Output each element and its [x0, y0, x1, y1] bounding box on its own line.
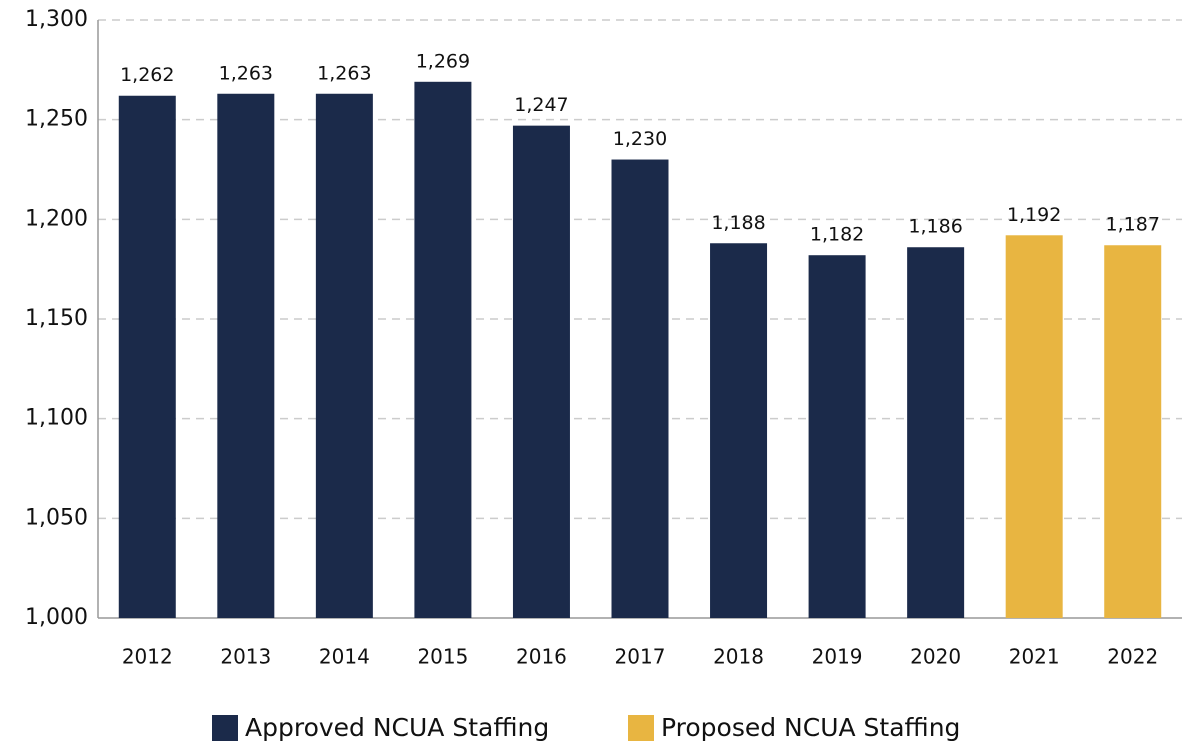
bar [611, 159, 669, 619]
x-tick-label: 2016 [516, 645, 567, 669]
bar [1005, 235, 1063, 618]
x-tick-label: 2021 [1009, 645, 1060, 669]
x-tick-label: 2017 [615, 645, 666, 669]
x-tick-label: 2014 [319, 645, 370, 669]
y-tick-label: 1,200 [25, 206, 88, 231]
x-tick-label: 2020 [910, 645, 961, 669]
data-label: 1,182 [810, 224, 864, 246]
y-tick-label: 1,300 [25, 7, 88, 32]
data-label: 1,187 [1106, 214, 1160, 236]
bar [512, 125, 570, 618]
legend-label: Proposed NCUA Staffing [661, 713, 960, 742]
x-tick-label: 2012 [122, 645, 173, 669]
x-tick-label: 2015 [417, 645, 468, 669]
y-tick-label: 1,000 [25, 605, 88, 630]
x-tick-label: 2019 [812, 645, 863, 669]
data-label: 1,230 [613, 128, 667, 150]
x-tick-label: 2022 [1107, 645, 1158, 669]
bar [414, 81, 472, 618]
data-label: 1,263 [317, 62, 371, 84]
bar [1104, 245, 1162, 618]
bar [710, 243, 768, 618]
bar [808, 255, 866, 619]
legend-swatch [212, 715, 238, 741]
y-tick-label: 1,150 [25, 306, 88, 331]
data-label: 1,269 [416, 50, 470, 72]
y-tick-label: 1,100 [25, 406, 88, 431]
legend-label: Approved NCUA Staffing [245, 713, 549, 742]
data-label: 1,192 [1007, 204, 1061, 226]
data-label: 1,247 [514, 94, 568, 116]
y-tick-label: 1,050 [25, 505, 88, 530]
bar [907, 247, 965, 619]
data-label: 1,186 [908, 216, 962, 238]
bar [315, 93, 373, 618]
bar [217, 93, 275, 618]
y-tick-label: 1,250 [25, 107, 88, 132]
legend-swatch [628, 715, 654, 741]
bar [118, 95, 176, 619]
data-label: 1,188 [711, 212, 765, 234]
data-label: 1,262 [120, 64, 174, 86]
data-label: 1,263 [219, 62, 273, 84]
x-tick-label: 2018 [713, 645, 764, 669]
x-tick-label: 2013 [220, 645, 271, 669]
